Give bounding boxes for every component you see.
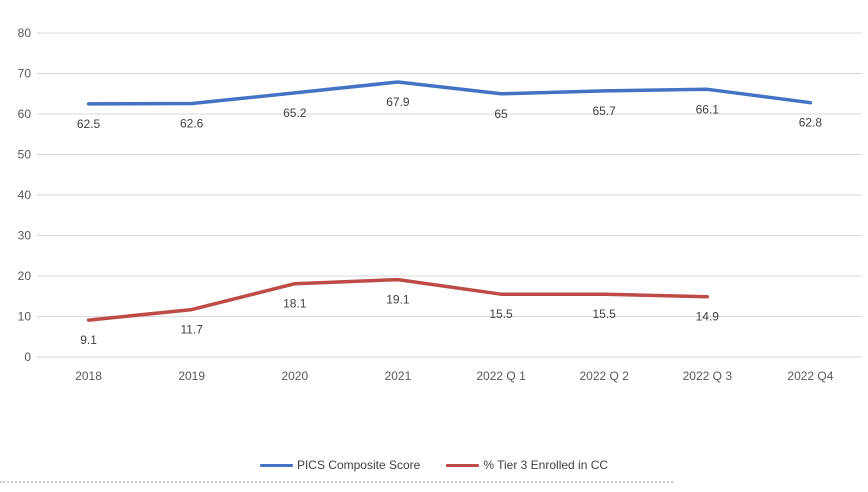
y-axis-tick-label: 10 [18, 310, 32, 324]
y-axis-tick-label: 20 [18, 269, 32, 283]
y-axis-tick-label: 60 [18, 107, 32, 121]
chart-legend: PICS Composite Score % Tier 3 Enrolled i… [0, 458, 868, 472]
data-label: 65.7 [593, 104, 617, 118]
data-label: 9.1 [80, 333, 97, 347]
y-axis-tick-label: 0 [24, 350, 31, 364]
data-label: 62.5 [77, 117, 101, 131]
legend-item-pics-composite-score[interactable]: PICS Composite Score [259, 458, 421, 472]
x-axis-tick-label: 2022 Q4 [787, 369, 833, 383]
data-label: 65 [494, 107, 508, 121]
data-label: 18.1 [283, 297, 307, 311]
legend-label: PICS Composite Score [296, 458, 421, 472]
series-line-1[interactable] [86, 277, 710, 322]
data-label: 15.5 [489, 307, 513, 321]
data-label: 67.9 [386, 95, 410, 109]
legend-label: % Tier 3 Enrolled in CC [483, 458, 609, 472]
selection-marquee-dotted-line [0, 481, 673, 483]
data-label: 15.5 [593, 307, 617, 321]
x-axis-tick-label: 2020 [281, 369, 308, 383]
y-axis-tick-label: 30 [18, 229, 32, 243]
y-axis-tick-label: 40 [18, 188, 32, 202]
series-line-0[interactable] [86, 80, 813, 106]
data-label: 62.6 [180, 116, 204, 130]
y-axis-tick-label: 50 [18, 148, 32, 162]
data-label: 11.7 [180, 323, 203, 337]
x-axis-tick-label: 2021 [385, 369, 412, 383]
data-label: 65.2 [283, 106, 307, 120]
y-axis-tick-label: 80 [18, 26, 32, 40]
data-label: 14.9 [696, 310, 720, 324]
x-axis-tick-label: 2022 Q 3 [683, 369, 733, 383]
legend-item-tier3-enrolled-cc[interactable]: % Tier 3 Enrolled in CC [446, 458, 608, 472]
x-axis-tick-label: 2018 [75, 369, 102, 383]
legend-line-swatch-blue [259, 463, 293, 467]
line-chart-plot: 0 10 20 30 40 50 60 70 80 2018 2019 2020 2021 2022 Q … [18, 26, 862, 383]
legend-line-swatch-red [446, 463, 480, 467]
x-axis-tick-label: 2019 [178, 369, 205, 383]
x-axis-tick-label: 2022 Q 2 [580, 369, 630, 383]
data-label: 62.8 [799, 116, 823, 130]
data-label: 66.1 [696, 102, 720, 116]
data-label: 19.1 [386, 293, 410, 307]
x-axis-tick-label: 2022 Q 1 [476, 369, 526, 383]
y-axis-tick-label: 70 [18, 67, 32, 81]
